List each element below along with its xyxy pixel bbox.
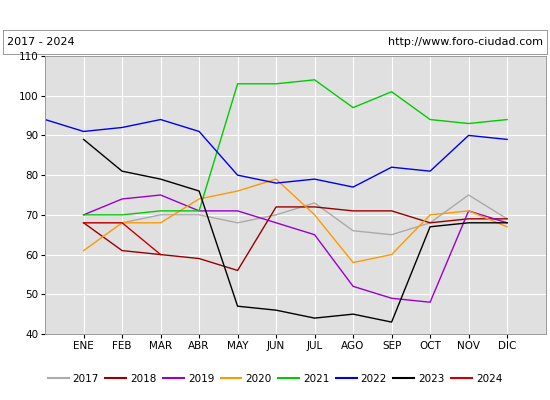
Text: http://www.foro-ciudad.com: http://www.foro-ciudad.com — [388, 37, 543, 47]
Legend: 2017, 2018, 2019, 2020, 2021, 2022, 2023, 2024: 2017, 2018, 2019, 2020, 2021, 2022, 2023… — [43, 370, 507, 388]
Text: Evolucion del paro registrado en As Somozas: Evolucion del paro registrado en As Somo… — [110, 8, 440, 22]
Text: 2017 - 2024: 2017 - 2024 — [7, 37, 75, 47]
